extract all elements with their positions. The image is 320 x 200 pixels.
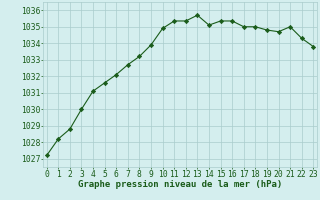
X-axis label: Graphe pression niveau de la mer (hPa): Graphe pression niveau de la mer (hPa) — [78, 180, 282, 189]
